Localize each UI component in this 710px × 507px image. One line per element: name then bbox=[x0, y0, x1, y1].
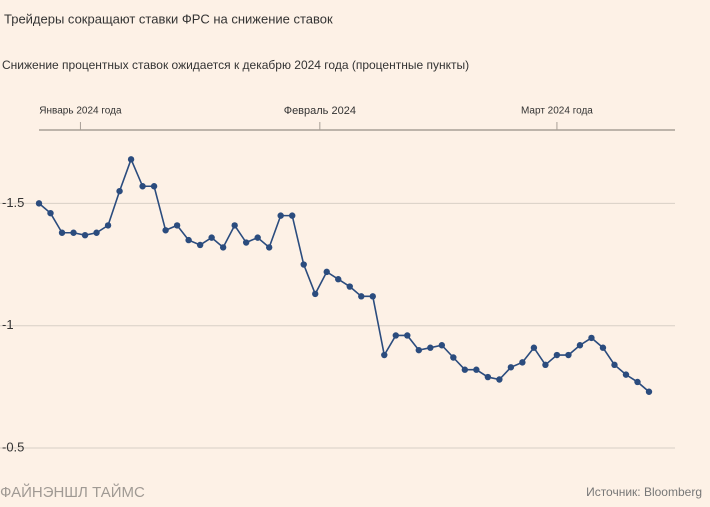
point bbox=[427, 344, 434, 351]
point bbox=[565, 351, 572, 359]
point bbox=[484, 373, 492, 381]
point bbox=[116, 187, 123, 195]
x-tick-label: Март 2024 года bbox=[521, 106, 593, 117]
point bbox=[358, 293, 365, 300]
point bbox=[185, 236, 192, 244]
point bbox=[530, 344, 538, 351]
point bbox=[162, 227, 169, 234]
point bbox=[254, 234, 261, 241]
point bbox=[369, 293, 376, 300]
brand: ФАЙНЭНШЛ ТАЙМС bbox=[0, 483, 145, 501]
point bbox=[35, 200, 43, 207]
point bbox=[415, 346, 423, 354]
point bbox=[438, 342, 446, 349]
point bbox=[335, 276, 342, 283]
point bbox=[450, 354, 457, 361]
point bbox=[519, 359, 526, 366]
source: Источник: Bloomberg bbox=[586, 485, 702, 499]
x-tick-label: Февраль 2024 bbox=[284, 105, 356, 117]
point bbox=[392, 332, 399, 339]
point bbox=[553, 351, 561, 359]
point bbox=[58, 229, 66, 236]
point bbox=[312, 290, 319, 298]
point bbox=[127, 156, 135, 163]
x-tick-label: Январь 2024 года bbox=[39, 106, 122, 117]
point bbox=[219, 244, 227, 251]
point bbox=[461, 366, 469, 373]
point bbox=[346, 283, 353, 290]
point bbox=[81, 231, 89, 239]
point bbox=[381, 351, 388, 359]
point bbox=[242, 239, 250, 246]
point bbox=[611, 361, 618, 369]
point bbox=[208, 234, 215, 241]
chart-subtitle: Снижение процентных ставок ожидается к д… bbox=[2, 58, 469, 72]
chart-title: Трейдеры сокращают ставки ФРС на снижени… bbox=[4, 11, 333, 26]
point bbox=[599, 344, 607, 351]
y-tick-label: -0.5 bbox=[2, 439, 24, 454]
point bbox=[139, 183, 146, 190]
point bbox=[231, 222, 238, 229]
point bbox=[265, 244, 273, 251]
point bbox=[542, 361, 549, 369]
point bbox=[104, 222, 112, 229]
point bbox=[323, 268, 330, 276]
point bbox=[300, 261, 307, 268]
y-tick-label: -1 bbox=[2, 317, 14, 332]
point bbox=[622, 371, 630, 378]
point bbox=[404, 332, 411, 339]
point bbox=[70, 229, 77, 236]
point bbox=[93, 229, 100, 236]
point bbox=[473, 366, 480, 373]
point bbox=[173, 222, 181, 229]
point bbox=[277, 212, 284, 219]
point bbox=[289, 212, 296, 219]
point bbox=[196, 241, 204, 249]
point bbox=[507, 364, 515, 371]
point bbox=[634, 378, 641, 386]
point bbox=[150, 183, 158, 190]
point bbox=[576, 342, 584, 349]
point bbox=[47, 209, 54, 217]
point bbox=[588, 334, 595, 342]
point bbox=[645, 388, 653, 395]
point bbox=[496, 376, 503, 383]
y-tick-label: -1.5 bbox=[2, 195, 24, 210]
